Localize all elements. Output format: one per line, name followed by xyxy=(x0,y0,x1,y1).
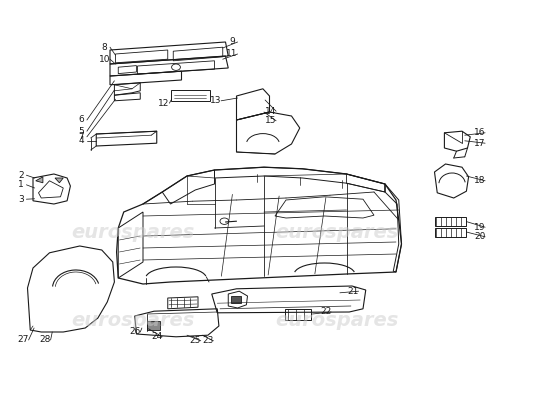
Text: 19: 19 xyxy=(474,223,485,232)
Bar xyxy=(434,228,466,237)
Text: 14: 14 xyxy=(265,107,276,116)
Text: 9: 9 xyxy=(229,38,235,46)
Text: 26: 26 xyxy=(129,328,140,336)
Text: 15: 15 xyxy=(265,116,276,125)
Bar xyxy=(147,321,160,330)
Text: 1: 1 xyxy=(18,180,24,189)
Text: 4: 4 xyxy=(79,136,84,145)
Text: 21: 21 xyxy=(348,287,359,296)
Text: eurospares: eurospares xyxy=(72,310,195,330)
Text: 20: 20 xyxy=(474,232,485,241)
Polygon shape xyxy=(36,177,43,183)
Text: 23: 23 xyxy=(202,336,213,345)
Text: 18: 18 xyxy=(474,176,485,185)
Text: 7: 7 xyxy=(79,132,84,141)
Text: 11: 11 xyxy=(227,50,238,58)
Text: 3: 3 xyxy=(18,195,24,204)
Text: eurospares: eurospares xyxy=(275,222,398,242)
Text: 22: 22 xyxy=(320,308,331,316)
Text: 5: 5 xyxy=(79,127,84,136)
Polygon shape xyxy=(55,178,63,183)
Bar xyxy=(170,90,210,101)
Text: 10: 10 xyxy=(99,55,110,64)
Text: 13: 13 xyxy=(210,96,221,105)
Bar xyxy=(285,309,311,320)
Text: eurospares: eurospares xyxy=(72,222,195,242)
Bar xyxy=(231,296,241,303)
Text: 6: 6 xyxy=(79,116,84,124)
Text: 28: 28 xyxy=(40,336,51,344)
Text: 27: 27 xyxy=(18,336,29,344)
Text: 17: 17 xyxy=(474,139,485,148)
Text: 12: 12 xyxy=(158,99,169,108)
Bar xyxy=(434,217,466,226)
Text: 16: 16 xyxy=(474,128,485,137)
Text: eurospares: eurospares xyxy=(275,310,398,330)
Text: 2: 2 xyxy=(18,171,24,180)
Text: 8: 8 xyxy=(102,43,107,52)
Text: 24: 24 xyxy=(151,332,162,341)
Text: 25: 25 xyxy=(190,336,201,345)
